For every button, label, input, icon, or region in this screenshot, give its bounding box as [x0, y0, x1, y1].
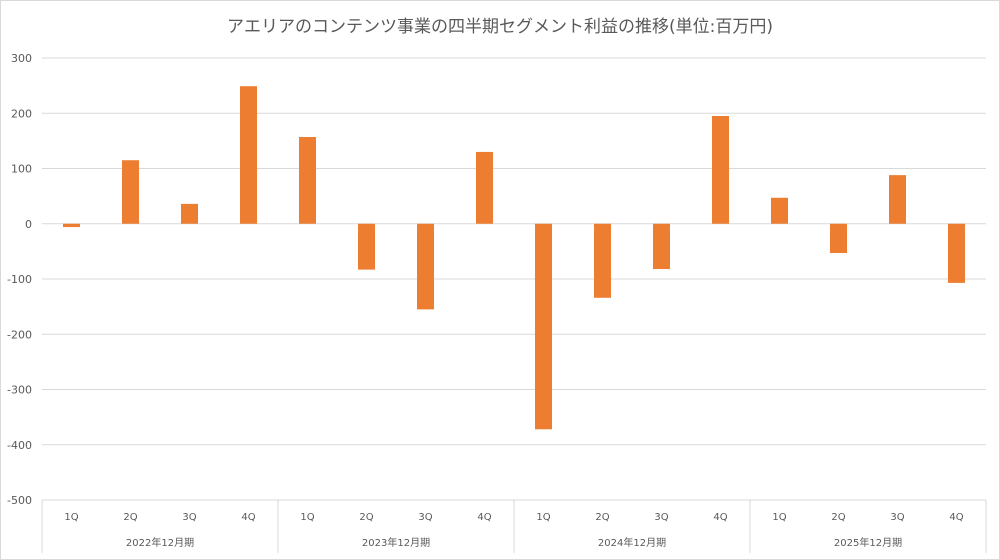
- bar: [358, 223, 375, 270]
- bar: [122, 160, 139, 224]
- bar: [653, 223, 670, 270]
- bar: [948, 223, 965, 283]
- x-tick-label: 3Q: [654, 512, 668, 523]
- group-label: 2023年12月期: [362, 536, 430, 549]
- x-tick-label: 3Q: [182, 512, 196, 523]
- bar: [712, 116, 729, 224]
- y-tick-label: 100: [11, 163, 32, 176]
- chart-title: アエリアのコンテンツ事業の四半期セグメント利益の推移(単位:百万円): [227, 17, 773, 37]
- x-tick-label: 3Q: [890, 512, 904, 523]
- bar: [417, 223, 434, 310]
- x-tick-label: 4Q: [241, 512, 255, 523]
- y-tick-label: -100: [7, 273, 32, 286]
- y-tick-label: -400: [7, 439, 32, 452]
- bar: [771, 197, 788, 224]
- x-tick-label: 1Q: [772, 512, 786, 523]
- x-tick-label: 2Q: [831, 512, 845, 523]
- y-tick-label: 200: [11, 107, 32, 120]
- y-tick-label: 0: [25, 218, 32, 231]
- x-tick-label: 4Q: [949, 512, 963, 523]
- bar: [830, 223, 847, 254]
- x-tick-label: 2Q: [595, 512, 609, 523]
- y-tick-label: -200: [7, 328, 32, 341]
- group-label: 2022年12月期: [126, 536, 194, 549]
- x-tick-label: 1Q: [300, 512, 314, 523]
- x-tick-label: 1Q: [64, 512, 78, 523]
- x-tick-label: 4Q: [713, 512, 727, 523]
- x-tick-label: 2Q: [123, 512, 137, 523]
- bar: [535, 223, 552, 430]
- y-tick-label: 300: [11, 52, 32, 65]
- x-tick-label: 3Q: [418, 512, 432, 523]
- group-label: 2025年12月期: [834, 536, 902, 549]
- group-label: 2024年12月期: [598, 536, 666, 549]
- bar: [889, 175, 906, 224]
- x-tick-label: 2Q: [359, 512, 373, 523]
- bar: [594, 223, 611, 298]
- x-tick-label: 1Q: [536, 512, 550, 523]
- bar: [181, 203, 198, 224]
- y-tick-label: -300: [7, 384, 32, 397]
- x-tick-label: 4Q: [477, 512, 491, 523]
- y-tick-label: -500: [7, 494, 32, 507]
- bar: [476, 151, 493, 224]
- bar: [240, 86, 257, 224]
- bar: [299, 137, 316, 224]
- bar: [63, 223, 80, 228]
